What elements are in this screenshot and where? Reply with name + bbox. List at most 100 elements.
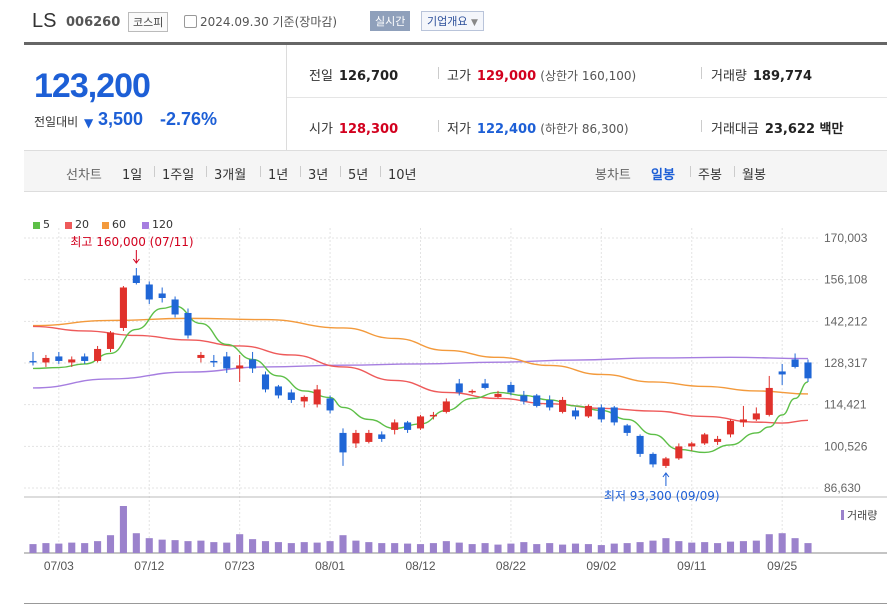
volume-bar <box>261 541 270 553</box>
price-tick-label: 142,212 <box>824 314 868 328</box>
volume-bar <box>378 543 386 553</box>
prev-close-label: 전일 <box>309 69 333 84</box>
lower-limit: (하한가 86,300) <box>540 122 629 136</box>
candle <box>481 378 489 390</box>
volume-bar <box>765 534 773 553</box>
period-tab-1y[interactable]: 1년 <box>268 168 289 183</box>
period-tab-1w[interactable]: 1주일 <box>162 168 195 183</box>
price-tick-label: 86,630 <box>824 481 861 495</box>
period-tab-3m[interactable]: 3개월 <box>214 168 247 183</box>
price-tick-label: 114,421 <box>824 398 867 412</box>
stat-divider <box>701 120 702 132</box>
period-tab-10y[interactable]: 10년 <box>388 168 417 183</box>
volume-bar <box>365 542 373 553</box>
volume-bar <box>119 506 127 553</box>
stats-panel: 전일 126,700 고가 129,000 (상한가 160,100) 거래량 189… <box>287 45 887 150</box>
prev-close-value: 126,700 <box>338 69 399 84</box>
volume-label: 거래량 <box>711 69 747 84</box>
candle <box>610 405 618 426</box>
volume-bar <box>404 543 412 553</box>
volume-bar <box>313 542 321 553</box>
candle-body <box>42 357 50 363</box>
volume-bar <box>481 543 489 553</box>
candle <box>261 371 270 393</box>
down-arrow-icon: ▼ <box>84 116 94 130</box>
stock-chart[interactable]: 170,003 156,108 142,212 128,317 114,421 100,5… <box>0 210 887 605</box>
header-divider <box>24 42 887 45</box>
candle <box>752 407 760 421</box>
volume-bar <box>287 543 295 553</box>
volume-bar <box>804 543 812 553</box>
date-tick-label: 08/12 <box>405 559 435 573</box>
stat-amount: 거래대금 23,622 백만 <box>711 118 843 137</box>
volume-bar <box>429 543 437 553</box>
volume-bar <box>158 539 166 553</box>
candle-body <box>507 384 515 393</box>
volume-bar <box>791 538 799 553</box>
tab-divider <box>380 166 381 177</box>
volume-bar <box>442 541 450 553</box>
realtime-button[interactable]: 실시간 <box>370 11 411 31</box>
volume-bar <box>623 543 631 553</box>
candle <box>559 396 567 414</box>
candle <box>184 308 192 339</box>
candle-tab-weekly[interactable]: 주봉 <box>698 168 722 183</box>
candle <box>726 419 735 438</box>
volume-bar <box>739 541 747 553</box>
base-date: 2024.09.30 기준(장마감) <box>200 15 338 29</box>
low-annotation: 최저 93,300 (09/09) <box>604 489 720 503</box>
volume-bar <box>81 543 89 553</box>
ma20-line <box>32 325 809 424</box>
volume-value: 189,774 <box>752 69 813 84</box>
line-chart-label: 선차트 <box>66 168 102 183</box>
volume-bar <box>507 543 515 553</box>
amount-value: 23,622 백만 <box>764 122 844 137</box>
candle <box>378 431 386 442</box>
candle-body <box>597 407 605 420</box>
date-tick-label: 07/12 <box>134 559 164 573</box>
candle-body <box>326 398 334 411</box>
candle <box>119 285 127 331</box>
candle <box>778 363 786 385</box>
candle-body <box>468 390 476 393</box>
volume-bar <box>391 543 399 553</box>
current-price: 123,200 <box>34 67 151 105</box>
candle <box>106 330 115 352</box>
volume-bar <box>326 541 334 553</box>
company-overview-dropdown[interactable]: 기업개요 ▼ <box>421 11 484 31</box>
candle-body <box>261 374 270 390</box>
date-tick-label: 09/11 <box>677 559 706 573</box>
candle-tab-monthly[interactable]: 월봉 <box>742 168 766 183</box>
candle-body <box>145 284 153 300</box>
candle-body <box>29 360 37 363</box>
candle-body <box>339 432 347 453</box>
candle-body <box>688 443 696 447</box>
candle <box>584 404 592 418</box>
candle-body <box>249 359 257 369</box>
candle-tab-daily[interactable]: 일봉 <box>651 168 675 183</box>
candle <box>236 354 244 382</box>
candle <box>597 404 605 423</box>
legend-swatch <box>102 221 109 229</box>
volume-bar <box>352 540 360 553</box>
candle <box>55 351 63 364</box>
tab-divider <box>340 166 341 177</box>
candle <box>804 359 812 382</box>
period-tab-1d[interactable]: 1일 <box>122 168 143 183</box>
candle <box>636 434 644 457</box>
legend-label: 20 <box>75 218 89 231</box>
candle-body <box>649 453 657 465</box>
candle <box>714 435 722 445</box>
legend-ma60: 60 <box>102 218 126 231</box>
candle-body <box>210 360 218 363</box>
volume-legend-label: 거래량 <box>847 509 877 522</box>
stat-low: 저가 122,400 (하한가 86,300) <box>447 118 629 137</box>
period-tab-5y[interactable]: 5년 <box>348 168 369 183</box>
market-badge: 코스피 <box>128 12 169 32</box>
stock-name: LS <box>32 10 57 32</box>
legend-ma120: 120 <box>142 218 173 231</box>
volume-bar <box>726 541 735 553</box>
period-tab-3y[interactable]: 3년 <box>308 168 329 183</box>
candle-body <box>623 425 631 433</box>
candle-body <box>197 354 205 358</box>
